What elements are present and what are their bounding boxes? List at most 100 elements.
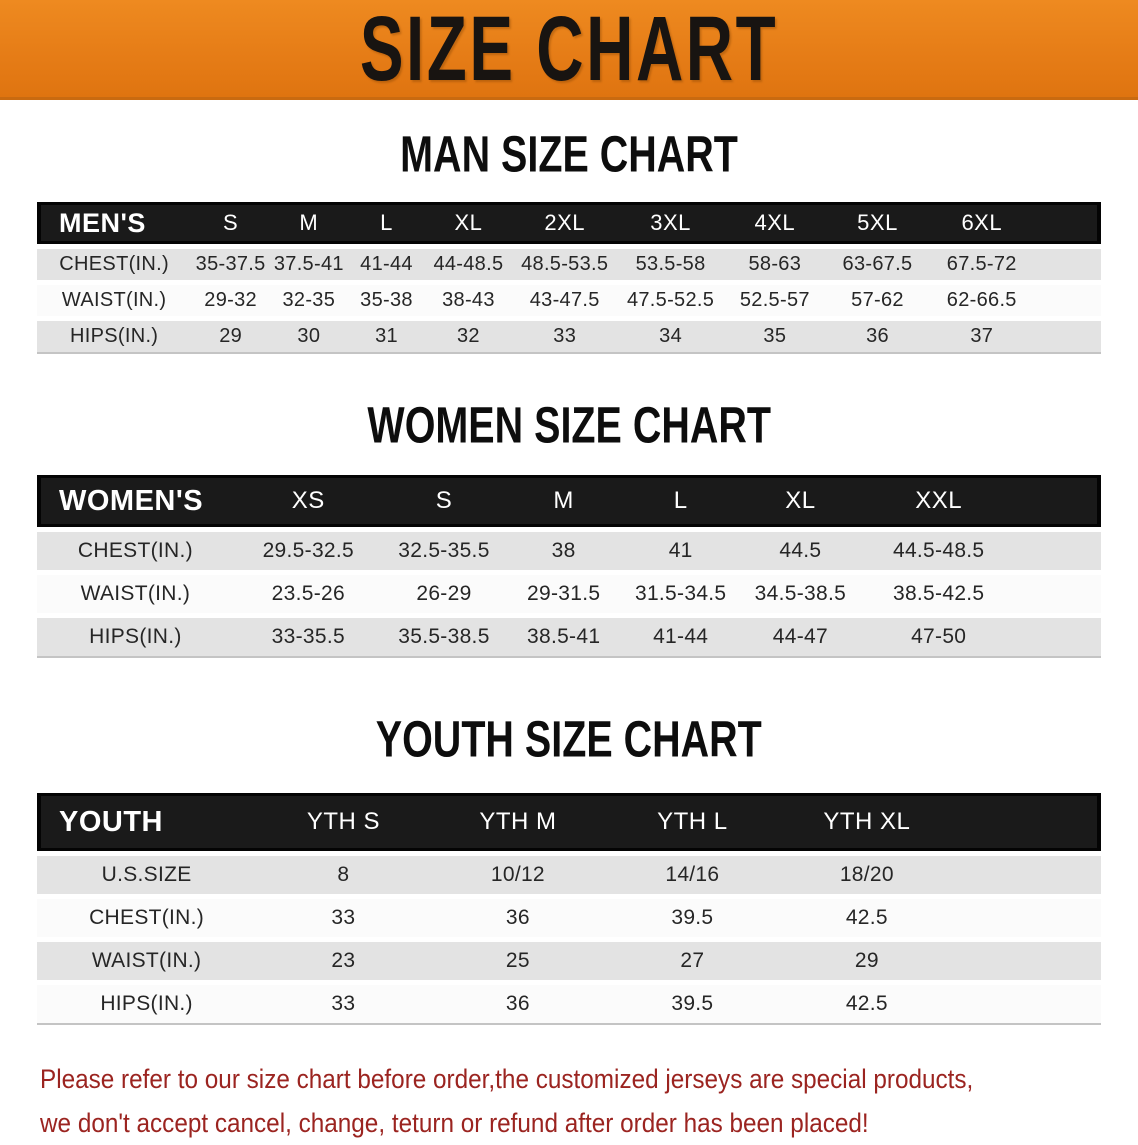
table-title-cell: WOMEN'S bbox=[37, 475, 234, 527]
header-spacer bbox=[1015, 475, 1101, 527]
row-label: WAIST(IN.) bbox=[37, 575, 234, 613]
size-column-header: XL bbox=[739, 475, 862, 527]
size-value: 38-43 bbox=[425, 285, 512, 316]
size-value: 29.5-32.5 bbox=[233, 532, 383, 570]
order-notice: Please refer to our size chart before or… bbox=[40, 1058, 1028, 1145]
size-value: 36 bbox=[430, 985, 606, 1025]
size-value: 47-50 bbox=[861, 618, 1016, 658]
row-label: HIPS(IN.) bbox=[37, 985, 257, 1025]
measurement-row: CHEST(IN.) 35-37.5 37.5-41 41-44 44-48.5 48.5… bbox=[37, 249, 1101, 280]
size-column-header: YTH M bbox=[430, 793, 606, 851]
size-value: 44.5-48.5 bbox=[861, 532, 1016, 570]
header-spacer bbox=[1034, 202, 1101, 244]
size-value: 27 bbox=[605, 942, 780, 980]
youth-table-wrap: YOUTH YTH S YTH M YTH L YTH XL U.S.SIZE 8 10/12… bbox=[0, 788, 1138, 1030]
measurement-row: U.S.SIZE 8 10/12 14/16 18/20 bbox=[37, 856, 1101, 894]
size-value: 38.5-42.5 bbox=[861, 575, 1016, 613]
size-value: 34.5-38.5 bbox=[739, 575, 862, 613]
size-column-header: YTH XL bbox=[779, 793, 955, 851]
measurement-row: HIPS(IN.) 33-35.5 35.5-38.5 38.5-41 41-44 44-… bbox=[37, 618, 1101, 658]
header-spacer bbox=[954, 793, 1101, 851]
table-title-cell: YOUTH bbox=[37, 793, 257, 851]
size-value: 43-47.5 bbox=[511, 285, 618, 316]
man-size-chart-heading: MAN SIZE CHART bbox=[0, 124, 1138, 183]
women-size-table: WOMEN'S XS S M L XL XXL CHEST(IN.) 29.5-32.5 32.5… bbox=[37, 470, 1101, 663]
size-value: 63-67.5 bbox=[826, 249, 929, 280]
size-value: 41 bbox=[622, 532, 740, 570]
size-value: 32-35 bbox=[270, 285, 348, 316]
row-spacer bbox=[1034, 321, 1101, 354]
size-value: 32.5-35.5 bbox=[382, 532, 506, 570]
size-value: 33 bbox=[256, 899, 431, 937]
size-column-header: 3XL bbox=[617, 202, 724, 244]
size-value: 35 bbox=[723, 321, 827, 354]
size-value: 18/20 bbox=[779, 856, 955, 894]
row-label: WAIST(IN.) bbox=[37, 285, 192, 316]
table-header-row: WOMEN'S XS S M L XL XXL bbox=[37, 475, 1101, 527]
size-value: 44.5 bbox=[739, 532, 862, 570]
size-value: 29-31.5 bbox=[505, 575, 623, 613]
youth-size-chart-heading: YOUTH SIZE CHART bbox=[0, 710, 1138, 767]
size-value: 33-35.5 bbox=[233, 618, 383, 658]
size-column-header: S bbox=[382, 475, 506, 527]
size-value: 42.5 bbox=[779, 899, 955, 937]
row-label: CHEST(IN.) bbox=[37, 249, 192, 280]
measurement-row: HIPS(IN.) 33 36 39.5 42.5 bbox=[37, 985, 1101, 1025]
row-label: CHEST(IN.) bbox=[37, 899, 257, 937]
size-value: 37.5-41 bbox=[270, 249, 348, 280]
women-table-wrap: WOMEN'S XS S M L XL XXL CHEST(IN.) 29.5-32.5 32.5… bbox=[0, 470, 1138, 663]
measurement-row: WAIST(IN.) 23.5-26 26-29 29-31.5 31.5-34.5 34… bbox=[37, 575, 1101, 613]
row-spacer bbox=[1034, 285, 1101, 316]
order-notice-line1: Please refer to our size chart before or… bbox=[40, 1064, 974, 1094]
size-value: 23 bbox=[256, 942, 431, 980]
size-column-header: 5XL bbox=[826, 202, 929, 244]
table-header-row: MEN'S S M L XL 2XL 3XL 4XL 5XL 6XL bbox=[37, 202, 1101, 244]
size-value: 42.5 bbox=[779, 985, 955, 1025]
size-value: 34 bbox=[617, 321, 724, 354]
measurement-row: CHEST(IN.) 29.5-32.5 32.5-35.5 38 41 44.5 44.5… bbox=[37, 532, 1101, 570]
men-size-table: MEN'S S M L XL 2XL 3XL 4XL 5XL 6XL CHEST(IN.) 35-37… bbox=[37, 197, 1101, 359]
size-value: 44-47 bbox=[739, 618, 862, 658]
row-spacer bbox=[1015, 618, 1101, 658]
table-header-row: YOUTH YTH S YTH M YTH L YTH XL bbox=[37, 793, 1101, 851]
measurement-row: WAIST(IN.) 29-32 32-35 35-38 38-43 43-47.5 47.… bbox=[37, 285, 1101, 316]
size-value: 41-44 bbox=[347, 249, 426, 280]
measurement-row: CHEST(IN.) 33 36 39.5 42.5 bbox=[37, 899, 1101, 937]
size-value: 39.5 bbox=[605, 899, 780, 937]
youth-size-table: YOUTH YTH S YTH M YTH L YTH XL U.S.SIZE 8 10/12… bbox=[37, 788, 1101, 1030]
size-value: 35.5-38.5 bbox=[382, 618, 506, 658]
section-heading-text: MAN SIZE CHART bbox=[400, 124, 738, 183]
size-value: 36 bbox=[430, 899, 606, 937]
women-size-chart-heading: WOMEN SIZE CHART bbox=[0, 395, 1138, 454]
size-value: 29 bbox=[779, 942, 955, 980]
size-column-header: YTH L bbox=[605, 793, 780, 851]
size-value: 29 bbox=[191, 321, 270, 354]
size-column-header: 4XL bbox=[723, 202, 827, 244]
size-column-header: YTH S bbox=[256, 793, 431, 851]
size-value: 29-32 bbox=[191, 285, 270, 316]
size-value: 23.5-26 bbox=[233, 575, 383, 613]
size-value: 31 bbox=[347, 321, 426, 354]
size-value: 14/16 bbox=[605, 856, 780, 894]
size-value: 47.5-52.5 bbox=[617, 285, 724, 316]
table-title-cell: MEN'S bbox=[37, 202, 192, 244]
size-column-header: S bbox=[191, 202, 270, 244]
row-spacer bbox=[954, 985, 1101, 1025]
size-value: 62-66.5 bbox=[928, 285, 1035, 316]
row-label: WAIST(IN.) bbox=[37, 942, 257, 980]
section-heading-text: WOMEN SIZE CHART bbox=[367, 395, 771, 454]
size-column-header: XXL bbox=[861, 475, 1016, 527]
size-value: 67.5-72 bbox=[928, 249, 1035, 280]
size-value: 53.5-58 bbox=[617, 249, 724, 280]
row-spacer bbox=[954, 942, 1101, 980]
size-value: 41-44 bbox=[622, 618, 740, 658]
size-value: 57-62 bbox=[826, 285, 929, 316]
row-spacer bbox=[1015, 532, 1101, 570]
men-table-wrap: MEN'S S M L XL 2XL 3XL 4XL 5XL 6XL CHEST(IN.) 35-37… bbox=[0, 197, 1138, 359]
size-chart-banner: SIZE CHART bbox=[0, 0, 1138, 100]
size-column-header: M bbox=[270, 202, 348, 244]
size-column-header: XL bbox=[425, 202, 512, 244]
size-value: 36 bbox=[826, 321, 929, 354]
row-spacer bbox=[954, 856, 1101, 894]
size-value: 58-63 bbox=[723, 249, 827, 280]
